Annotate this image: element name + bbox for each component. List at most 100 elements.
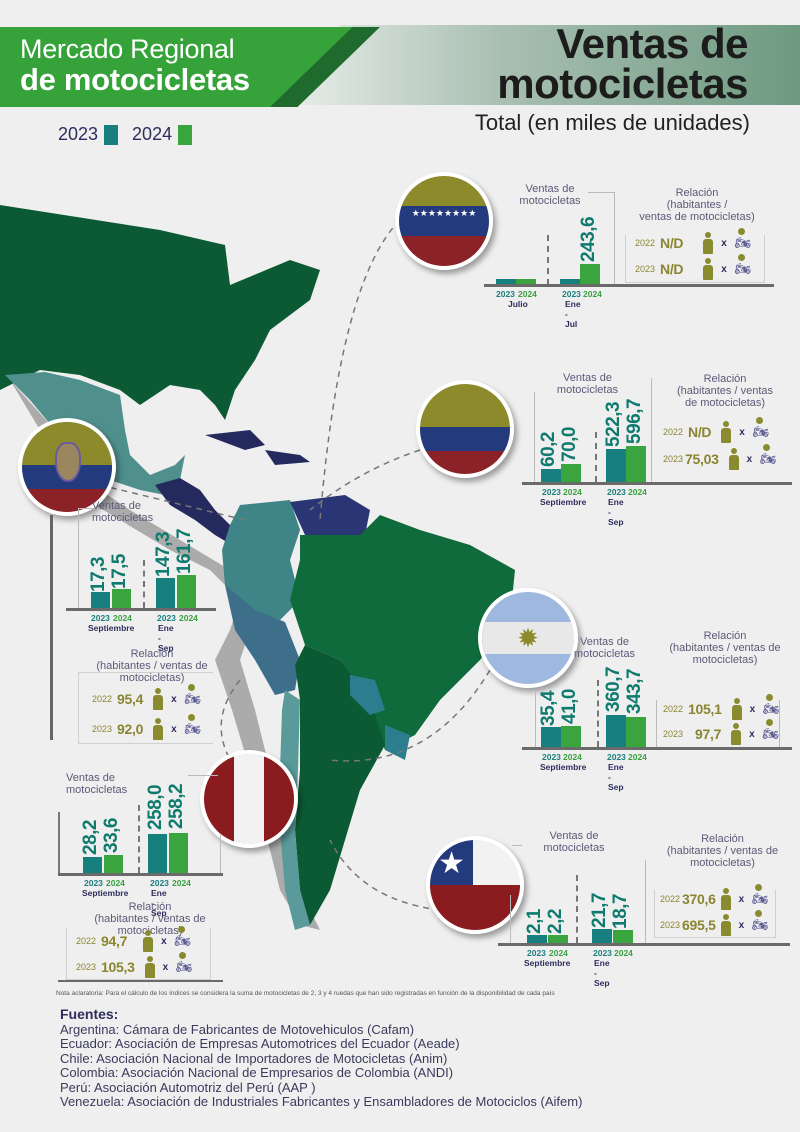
motorcycle-icon: 🏍 bbox=[176, 952, 193, 975]
bar-2024-septiembre bbox=[561, 464, 581, 482]
motorcycle-icon: 🏍 bbox=[735, 228, 751, 251]
stars-icon: ★★★★★★★★ bbox=[399, 205, 489, 237]
bar-2024-ene-sep bbox=[169, 833, 188, 873]
bar-2023-ene-sep bbox=[606, 715, 626, 747]
bar-2023-ene-sep bbox=[148, 834, 167, 873]
bar-2023-septiembre bbox=[527, 935, 547, 943]
bar-2024-ene-sep bbox=[613, 930, 633, 943]
brazil-shape bbox=[290, 515, 515, 750]
page-title: Ventas de motocicletas bbox=[497, 23, 748, 107]
sources: Fuentes: Argentina: Cámara de Fabricante… bbox=[60, 1007, 582, 1110]
relacion-title: Relación (habitantes / ventas de motocicle… bbox=[676, 373, 773, 409]
ratio-row-2022: 2022 370,6 x 🏍 bbox=[660, 884, 769, 910]
source-item: Argentina: Cámara de Fabricantes de Moto… bbox=[60, 1021, 415, 1037]
usa-shape bbox=[0, 205, 320, 420]
relacion-title: Relación (habitantes / ventas de motocicl… bbox=[96, 648, 208, 684]
coat-of-arms-icon bbox=[55, 442, 81, 482]
footnote: Nota aclaratoria: Para el cálculo de los… bbox=[56, 990, 555, 997]
bar-2023-julio bbox=[496, 279, 516, 284]
source-item: Chile: Asociación Nacional de Importador… bbox=[60, 1050, 448, 1066]
argentina-shape bbox=[295, 645, 385, 925]
ventas-title: Ventas de motocicletas bbox=[556, 372, 619, 396]
page-subtitle: Total (en miles de unidades) bbox=[474, 110, 750, 135]
source-item: Ecuador: Asociación de Empresas Automotr… bbox=[60, 1036, 460, 1051]
person-icon bbox=[721, 421, 732, 443]
motorcycle-icon: 🏍 bbox=[752, 910, 769, 933]
ventas-title: Ventas de motocicletas bbox=[66, 772, 128, 796]
section-title-line2: de motocicletas bbox=[20, 62, 250, 97]
bar-2023-ene-sep bbox=[156, 578, 175, 608]
bar-2023-ene-sep bbox=[592, 929, 612, 943]
period-label: Julio bbox=[508, 299, 528, 309]
relacion-title: Relación (habitantes / ventas de motocicle… bbox=[666, 833, 779, 869]
person-icon bbox=[720, 914, 731, 936]
bar-2023-septiembre bbox=[91, 592, 110, 608]
relacion-title: Relación (habitantes / ventas de motocicl… bbox=[94, 901, 206, 937]
bar-2024-julio bbox=[516, 279, 536, 284]
motorcycle-icon: 🏍 bbox=[185, 684, 201, 707]
ratio-row-2022: 2022 N/D x 🏍 bbox=[635, 228, 751, 254]
flag-colombia bbox=[416, 380, 514, 478]
ventas-title: Ventas de motocicletas bbox=[92, 500, 154, 524]
flag-venezuela: ★★★★★★★★ bbox=[395, 172, 493, 270]
bar-2023-septiembre bbox=[83, 857, 102, 873]
ratio-row-2023: 2023 695,5 x 🏍 bbox=[660, 910, 769, 936]
legend: 2023 2024 bbox=[58, 124, 193, 145]
motorcycle-icon: 🏍 bbox=[753, 417, 769, 440]
ratio-row-2022: 2022 95,4 x 🏍 bbox=[92, 684, 201, 710]
bar-2023-ene-jul bbox=[560, 279, 580, 284]
header-gradient-band bbox=[300, 25, 800, 105]
ratio-row-2022: 2022 N/D x 🏍 bbox=[663, 417, 769, 443]
person-icon bbox=[731, 723, 742, 745]
person-icon bbox=[720, 888, 731, 910]
motorcycle-icon: 🏍 bbox=[763, 694, 780, 717]
value-2024-ene-jul: 243,6 bbox=[578, 216, 599, 262]
bar-2024-ene-sep bbox=[177, 575, 196, 608]
bar-2024-ene-sep bbox=[626, 446, 646, 482]
motorcycle-icon: 🏍 bbox=[763, 719, 779, 742]
flag-ecuador bbox=[18, 418, 116, 516]
bar-2023-septiembre bbox=[541, 469, 561, 482]
person-icon bbox=[143, 930, 154, 952]
uruguay-shape bbox=[385, 725, 410, 760]
source-item: Colombia: Asociación Nacional de Empresa… bbox=[60, 1065, 454, 1080]
paraguay-shape bbox=[350, 675, 385, 715]
bar-2024-septiembre bbox=[561, 726, 581, 747]
bar-2024-septiembre bbox=[548, 935, 568, 943]
sources-title: Fuentes: bbox=[60, 1006, 119, 1022]
ratio-row-2022: 2022 94,7 x 🏍 bbox=[76, 926, 191, 952]
motorcycle-icon: 🏍 bbox=[175, 926, 191, 949]
ratio-row-2023: 2023 75,03 x 🏍 bbox=[663, 444, 777, 470]
ratio-row-2023: 2023 97,7 x 🏍 bbox=[663, 719, 779, 745]
peru-shape bbox=[225, 585, 300, 695]
legend-swatch-2024 bbox=[178, 124, 193, 145]
legend-label-2024: 2024 bbox=[132, 124, 173, 144]
relacion-title: Relación (habitantes / ventas de motocicle… bbox=[639, 187, 755, 223]
motorcycle-icon: 🏍 bbox=[185, 714, 201, 737]
bar-2023-septiembre bbox=[541, 727, 561, 747]
person-icon bbox=[153, 718, 164, 740]
ventas-title: Ventas de motocicletas bbox=[573, 636, 636, 660]
period-label: Ene - Jul bbox=[565, 299, 581, 329]
ratio-row-2023: 2023 N/D x 🏍 bbox=[635, 254, 751, 280]
ventas-title: Ventas de motocicletas bbox=[519, 183, 581, 207]
bar-2024-ene-jul bbox=[580, 264, 600, 284]
bar-2023-ene-sep bbox=[606, 449, 626, 482]
person-icon bbox=[728, 448, 739, 470]
person-icon bbox=[144, 956, 155, 978]
ratio-row-2022: 2022 105,1 x 🏍 bbox=[663, 694, 780, 720]
person-icon bbox=[703, 232, 714, 254]
ratio-row-2023: 2023 105,3 x 🏍 bbox=[76, 952, 193, 978]
bar-2024-septiembre bbox=[104, 855, 123, 873]
page-title-line2: motocicletas bbox=[497, 60, 748, 107]
source-item: Perú: Asociación Automotriz del Perú (AA… bbox=[60, 1079, 316, 1095]
person-icon bbox=[153, 688, 164, 710]
section-title-line1: Mercado Regional bbox=[20, 34, 235, 64]
person-icon bbox=[731, 698, 742, 720]
motorcycle-icon: 🏍 bbox=[760, 444, 777, 467]
person-icon bbox=[703, 258, 714, 280]
ventas-title: Ventas de motocicletas bbox=[543, 830, 605, 854]
flag-argentina: ✹ bbox=[478, 588, 578, 688]
flag-chile: ★ bbox=[426, 836, 524, 934]
sun-icon: ✹ bbox=[482, 622, 574, 654]
